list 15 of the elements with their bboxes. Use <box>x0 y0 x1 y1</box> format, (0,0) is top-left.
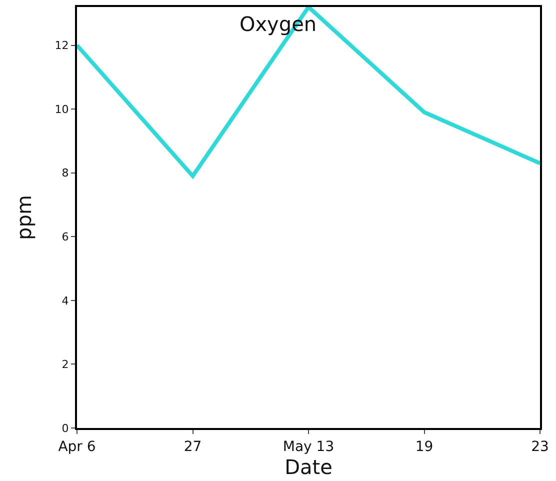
x-tick-label: 23 <box>531 438 549 455</box>
y-tick-label: 4 <box>62 294 69 308</box>
x-axis-title: Date <box>284 454 332 479</box>
x-tick-label: 27 <box>184 438 202 455</box>
y-tick-label: 6 <box>62 230 69 244</box>
y-axis-title: ppm <box>12 195 36 240</box>
y-tick-label: 2 <box>62 358 69 372</box>
x-tick-label: May 13 <box>282 438 334 455</box>
y-tick-label: 12 <box>54 39 69 52</box>
x-tick-label: Apr 6 <box>58 438 96 455</box>
y-tick-label: 0 <box>62 422 69 435</box>
x-tick-label: 19 <box>415 438 434 455</box>
line-series <box>77 7 540 178</box>
y-tick-label: 8 <box>62 166 69 180</box>
y-tick-label: 10 <box>54 102 69 116</box>
